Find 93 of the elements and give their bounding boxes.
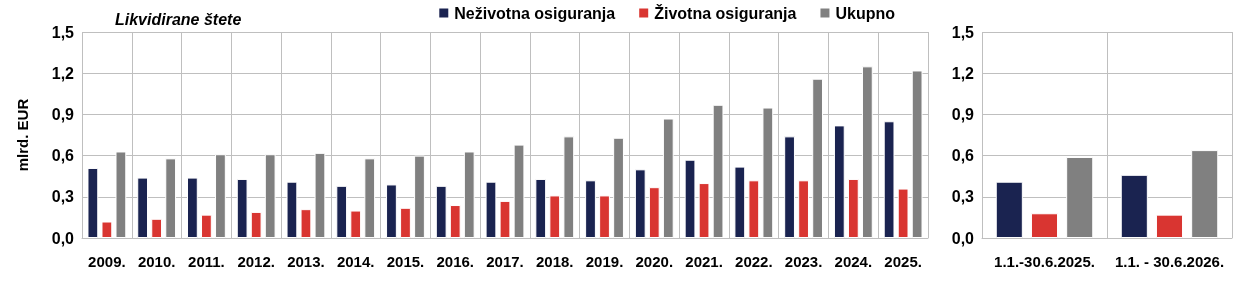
bar xyxy=(115,151,127,238)
x-tick-label: 2012. xyxy=(237,253,275,270)
bar xyxy=(798,180,809,238)
y-tick-label: 1,5 xyxy=(951,23,975,41)
bar xyxy=(535,178,547,238)
bar xyxy=(734,166,746,238)
x-tick-label: 2013. xyxy=(287,253,325,270)
bar xyxy=(414,155,425,238)
bar xyxy=(435,185,447,238)
x-tick-label: 2016. xyxy=(436,253,475,270)
x-tick-label: 2020. xyxy=(635,253,674,270)
y-tick-label: 1,5 xyxy=(51,23,75,41)
y-tick-label: 1,2 xyxy=(951,64,975,82)
bar xyxy=(250,211,262,238)
bar xyxy=(911,70,923,238)
bar xyxy=(187,177,198,238)
bar xyxy=(449,205,461,238)
bar xyxy=(712,104,724,238)
x-tick-label: 2017. xyxy=(486,253,524,270)
x-tick-label: 2009. xyxy=(88,253,126,270)
x-tick-label: 2022. xyxy=(735,253,773,270)
x-tick-label: 1.1.-30.6.2025. xyxy=(994,253,1095,270)
bar xyxy=(847,178,859,238)
x-tick-label: 2010. xyxy=(137,253,176,270)
bar xyxy=(861,66,873,238)
bar xyxy=(336,185,348,238)
y-tick-label: 0,0 xyxy=(951,229,975,247)
bar xyxy=(1066,156,1094,238)
y-tick-label: 0,3 xyxy=(51,188,75,206)
bar xyxy=(599,195,610,238)
x-tick-label: 1.1. - 30.6.2026. xyxy=(1114,253,1225,270)
bar xyxy=(648,187,660,238)
bar xyxy=(165,158,177,238)
y-tick-label: 0,6 xyxy=(951,147,975,165)
bar xyxy=(784,136,795,238)
bar xyxy=(463,151,475,238)
bar xyxy=(300,209,312,238)
bar xyxy=(87,167,99,238)
bar xyxy=(400,207,411,238)
chart-title: Likvidirane štete xyxy=(115,10,242,28)
y-tick-label: 0,3 xyxy=(951,188,975,206)
bar xyxy=(1120,174,1148,238)
bar xyxy=(698,183,710,238)
bar xyxy=(485,181,497,238)
bar xyxy=(386,184,397,238)
x-tick-label: 2011. xyxy=(188,253,225,270)
y-tick-label: 0,0 xyxy=(51,229,75,247)
x-tick-label: 2015. xyxy=(386,253,425,270)
bar xyxy=(215,154,226,238)
y-tick-label: 0,6 xyxy=(51,147,75,165)
bar xyxy=(137,177,149,238)
y-axis-title: mlrd. EUR xyxy=(14,98,31,172)
bar xyxy=(833,125,845,238)
bar xyxy=(585,180,596,238)
bar xyxy=(634,169,646,238)
x-tick-label: 2019. xyxy=(585,253,624,270)
y-tick-label: 0,9 xyxy=(951,105,975,123)
legend-label: Životna osiguranja xyxy=(654,3,797,22)
bar xyxy=(748,180,760,238)
x-tick-label: 2023. xyxy=(784,253,823,270)
bar xyxy=(1191,150,1219,238)
bar xyxy=(264,154,276,238)
bar xyxy=(1030,213,1059,238)
bar xyxy=(563,136,575,238)
bar xyxy=(350,210,362,238)
x-tick-label: 2014. xyxy=(336,253,375,270)
y-tick-label: 1,2 xyxy=(51,64,75,82)
bar xyxy=(762,107,774,238)
bar xyxy=(101,221,113,238)
legend-label: Ukupno xyxy=(835,4,896,22)
y-tick-label: 0,9 xyxy=(51,105,75,123)
bar xyxy=(314,152,326,238)
bar xyxy=(1155,214,1184,238)
bar xyxy=(236,178,248,238)
bar xyxy=(812,78,823,238)
x-tick-label: 2018. xyxy=(535,253,574,270)
bar xyxy=(364,158,376,238)
legend-label: Neživotna osiguranja xyxy=(454,4,616,22)
bar xyxy=(151,218,163,238)
bar xyxy=(883,121,895,238)
x-tick-label: 2024. xyxy=(834,253,873,270)
bar xyxy=(662,118,674,238)
bar xyxy=(286,181,298,238)
bar xyxy=(201,214,212,238)
x-tick-label: 2021. xyxy=(685,253,723,270)
x-tick-label: 2025. xyxy=(884,253,922,270)
bar xyxy=(613,137,624,238)
bar xyxy=(995,181,1023,238)
bar xyxy=(897,188,909,238)
bar xyxy=(513,144,525,238)
bar xyxy=(499,200,511,238)
bar xyxy=(549,195,561,238)
bar xyxy=(684,159,696,238)
